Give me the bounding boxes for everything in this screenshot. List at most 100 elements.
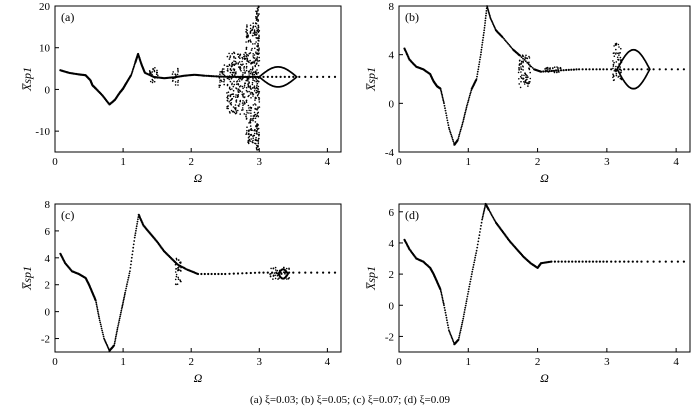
band-point — [254, 99, 256, 101]
band-point — [154, 76, 157, 78]
band-point — [235, 99, 238, 101]
band-point — [257, 148, 260, 151]
band-point — [552, 67, 554, 70]
band-point — [529, 81, 531, 83]
band-point — [252, 87, 254, 89]
curve-point — [480, 51, 482, 54]
curve-point — [627, 260, 630, 263]
curve-point — [449, 130, 451, 133]
band-point — [155, 73, 158, 76]
x-tick-label: 2 — [188, 356, 194, 368]
curve-point — [464, 304, 467, 307]
curve-point — [461, 321, 464, 324]
curve-point — [646, 68, 649, 71]
curve-point — [220, 75, 223, 78]
band-point — [258, 97, 261, 99]
curve-point — [322, 75, 325, 78]
plot-frame — [398, 5, 691, 153]
band-point — [243, 93, 245, 95]
band-point — [173, 77, 175, 80]
curve-point — [484, 22, 486, 24]
band-point — [518, 66, 520, 69]
band-point — [523, 83, 526, 85]
band-point — [258, 34, 260, 37]
band-point — [254, 117, 257, 120]
curve-point — [440, 89, 442, 92]
plot-frame — [54, 203, 342, 353]
band-point — [171, 73, 174, 75]
curve-point — [449, 332, 451, 334]
curve-point — [135, 225, 138, 228]
band-point — [528, 55, 530, 58]
band-point — [230, 93, 233, 96]
curve-point — [130, 256, 133, 259]
band-point — [179, 269, 182, 272]
band-point — [520, 60, 523, 63]
band-point — [613, 52, 615, 54]
band-point — [252, 93, 255, 95]
band-point — [274, 274, 277, 277]
y-axis-label: X̅sp1 — [20, 67, 34, 92]
band-point — [255, 13, 258, 15]
band-point — [152, 67, 154, 70]
band-point — [247, 54, 249, 56]
curve-point — [333, 75, 337, 78]
curve-point — [445, 112, 447, 114]
curve-point — [448, 330, 451, 333]
curve-point — [636, 260, 639, 263]
curve-point — [483, 31, 485, 34]
curve-point — [210, 75, 213, 78]
curve-point — [443, 304, 445, 307]
band-point — [277, 278, 279, 280]
band-point — [223, 83, 225, 86]
band-point — [233, 83, 236, 86]
band-point — [229, 80, 232, 83]
curve-point — [217, 272, 220, 276]
band-point — [231, 97, 234, 100]
curve-point — [585, 260, 588, 263]
curve-point — [458, 133, 461, 136]
curve-point — [251, 75, 254, 78]
curve-point — [102, 335, 105, 338]
curve-point — [241, 272, 244, 275]
band-point — [233, 71, 235, 74]
band-point — [246, 32, 248, 34]
curve-point — [122, 298, 125, 301]
band-point — [236, 80, 239, 82]
band-point — [518, 68, 520, 70]
band-point — [177, 69, 179, 71]
band-point — [615, 65, 617, 68]
curve-point — [97, 310, 99, 313]
curve-point — [481, 44, 483, 46]
band-point — [558, 71, 560, 73]
curve-point — [591, 68, 595, 71]
band-point — [250, 109, 252, 112]
curve-point — [483, 29, 486, 32]
curve-point — [508, 44, 511, 46]
band-point — [288, 268, 290, 270]
curve-point — [208, 74, 211, 78]
y-axis-label: X̅sp1 — [364, 67, 378, 92]
curve-point — [213, 75, 217, 78]
band-point — [239, 90, 242, 93]
band-point — [230, 69, 233, 72]
band-point — [256, 29, 259, 32]
band-point — [258, 101, 261, 103]
curve-point — [605, 68, 609, 71]
x-tick-label: 2 — [535, 356, 541, 368]
curve-point — [459, 128, 462, 131]
curve-point — [451, 339, 454, 341]
curve-point — [115, 333, 118, 336]
curve-point — [581, 260, 584, 263]
y-tick-label: 0 — [389, 98, 395, 110]
band-point — [249, 30, 252, 33]
band-point — [257, 115, 260, 118]
curve-point — [210, 272, 213, 276]
band-point — [256, 17, 258, 19]
curve-point — [469, 91, 472, 93]
band-point — [231, 88, 233, 90]
x-tick-label: 0 — [52, 356, 58, 368]
curve-point — [477, 65, 480, 68]
band-point — [239, 66, 241, 68]
band-point — [174, 263, 177, 266]
